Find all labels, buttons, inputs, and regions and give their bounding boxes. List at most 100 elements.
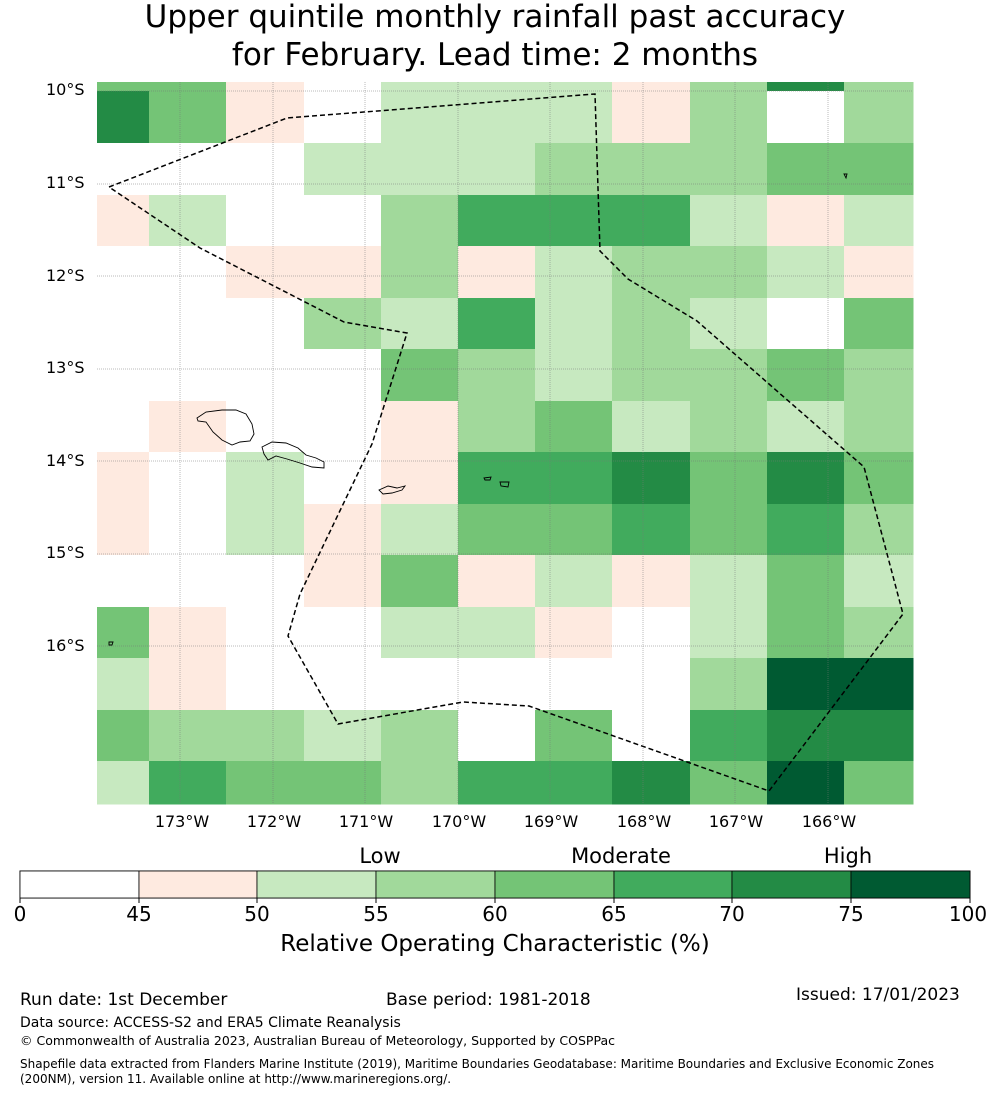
grid-cell [226, 401, 305, 453]
grid-cell [844, 246, 914, 299]
grid-cell [381, 246, 459, 299]
grid-cell [844, 761, 914, 805]
grid-cell [97, 82, 150, 92]
colorbar-segment [256, 870, 377, 899]
grid-cell [844, 452, 914, 505]
tick-label-65: 65 [601, 902, 627, 926]
grid-cell [458, 349, 536, 402]
grid-cell [690, 555, 768, 608]
run-date-text: Run date: 1st December [20, 990, 228, 1010]
grid-cell [97, 91, 150, 144]
grid-cell [535, 195, 613, 247]
legend-moderate-label: Moderate [571, 844, 671, 868]
savaii-island-outline [196, 409, 255, 446]
grid-cell [149, 401, 227, 453]
grid-cell [458, 452, 536, 505]
grid-cell [149, 349, 227, 402]
grid-cell [149, 143, 227, 196]
grid-cell [226, 195, 305, 247]
grid-cell [612, 91, 691, 144]
grid-cell [535, 246, 613, 299]
issued-date-text: Issued: 17/01/2023 [796, 985, 960, 1005]
grid-cell [304, 710, 382, 762]
colorbar-segment [850, 870, 971, 899]
legend-high-label: High [823, 844, 873, 868]
lon-label-168w: 168°W [616, 812, 672, 831]
grid-cell [844, 349, 914, 402]
grid-cell [458, 401, 536, 453]
grid-cell [149, 555, 227, 608]
lon-label-173w: 173°W [154, 812, 210, 831]
grid-cell [612, 195, 691, 247]
grid-cell [458, 195, 536, 247]
grid-cell [844, 555, 914, 608]
grid-cell [381, 298, 459, 350]
grid-cell [535, 555, 613, 608]
lat-label-13s: 13°S [46, 358, 85, 377]
colorbar-segment [138, 870, 258, 899]
grid-cell [535, 82, 613, 92]
grid-cell [690, 710, 768, 762]
grid-cell [690, 195, 768, 247]
grid-cell [690, 143, 768, 196]
grid-cell [767, 246, 845, 299]
grid-cell [767, 761, 845, 805]
samoa-islands [108, 173, 848, 646]
grid-cell [690, 401, 768, 453]
colorbar [19, 870, 971, 903]
grid-cell [690, 298, 768, 350]
grid-cell [535, 349, 613, 402]
grid-cell [304, 143, 382, 196]
grid-cell [149, 298, 227, 350]
grid-cell [97, 452, 150, 505]
grid-cell [844, 401, 914, 453]
grid-cell [690, 349, 768, 402]
grid-cell [458, 607, 536, 659]
small-islet-outline [108, 641, 114, 646]
grid-cell [149, 504, 227, 556]
grid-cell [767, 349, 845, 402]
grid-cell [226, 555, 305, 608]
grid-cell [304, 349, 382, 402]
grid-cell [97, 555, 150, 608]
grid-cell [690, 246, 768, 299]
grid-cell [458, 504, 536, 556]
tick-label-75: 75 [838, 902, 864, 926]
grid-cell [304, 607, 382, 659]
lat-label-15s: 15°S [46, 543, 85, 562]
grid-cell [149, 246, 227, 299]
grid-cell [97, 401, 150, 453]
grid-cell [612, 401, 691, 453]
lat-label-16s: 16°S [46, 636, 85, 655]
tau-island-outline [499, 481, 510, 488]
grid-cell [844, 143, 914, 196]
lat-label-10s: 10°S [46, 80, 85, 99]
lon-label-169w: 169°W [523, 812, 579, 831]
grid-cell [612, 452, 691, 505]
grid-cell [612, 710, 691, 762]
grid-cell [381, 607, 459, 659]
lon-label-166w: 166°W [801, 812, 857, 831]
grid-cell [304, 91, 382, 144]
shapefile-credit-line-2: (200NM), version 11. Available online at… [20, 1072, 452, 1086]
grid-cell [97, 504, 150, 556]
lat-label-14s: 14°S [46, 451, 85, 470]
legend-low-label: Low [359, 844, 401, 868]
tick-label-0: 0 [13, 902, 27, 926]
grid-cell [149, 452, 227, 505]
grid-cell [690, 91, 768, 144]
tick-label-70: 70 [719, 902, 745, 926]
grid-cell [844, 710, 914, 762]
grid-cell [690, 82, 768, 92]
grid-cell [767, 143, 845, 196]
grid-cell [304, 195, 382, 247]
grid-cell [844, 607, 914, 659]
grid-cell [97, 298, 150, 350]
grid-cell [535, 298, 613, 350]
grid-cell [226, 658, 305, 711]
colorbar-segment [494, 870, 615, 899]
grid-cell [381, 555, 459, 608]
grid-cell [381, 82, 459, 92]
grid-cell [226, 82, 305, 92]
